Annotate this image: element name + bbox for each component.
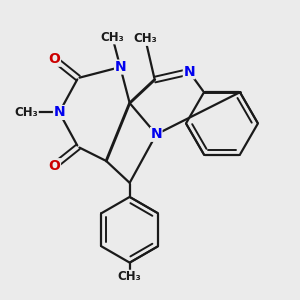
Text: CH₃: CH₃: [134, 32, 157, 45]
Text: CH₃: CH₃: [100, 31, 124, 44]
Text: N: N: [183, 65, 195, 79]
Text: O: O: [49, 52, 61, 66]
Text: N: N: [150, 128, 162, 141]
Text: O: O: [49, 159, 61, 172]
Text: N: N: [53, 106, 65, 119]
Text: CH₃: CH₃: [118, 270, 142, 283]
Text: CH₃: CH₃: [14, 106, 38, 119]
Text: N: N: [115, 60, 126, 74]
